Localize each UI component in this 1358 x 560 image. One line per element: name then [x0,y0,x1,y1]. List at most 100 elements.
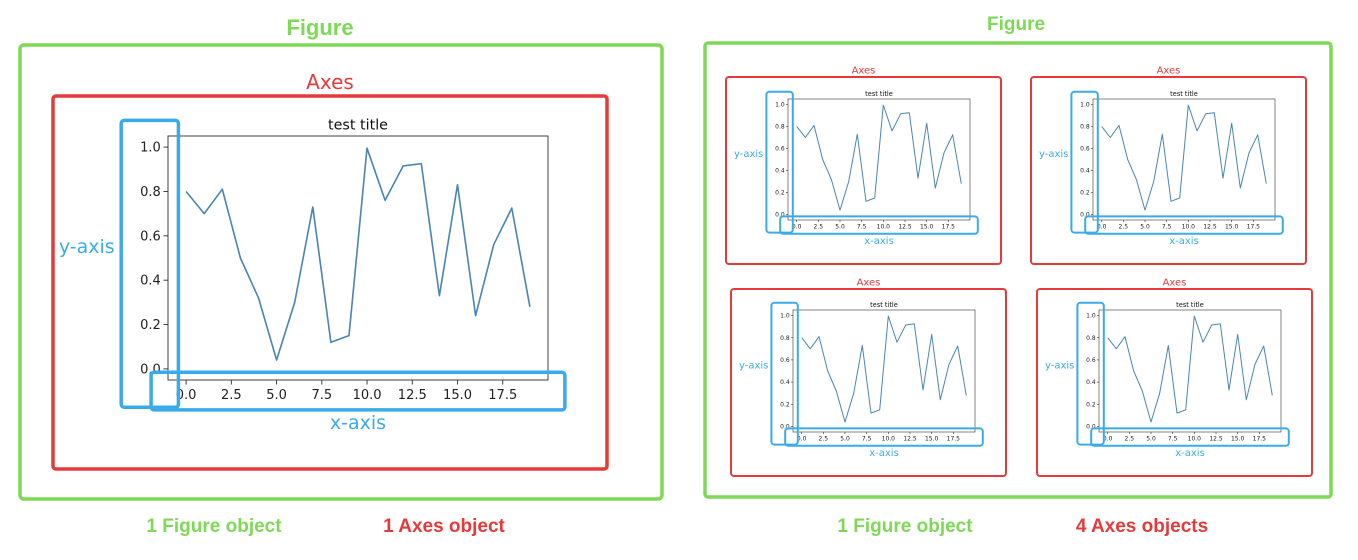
axes-label: Axes [852,66,876,77]
y-tick-label: 1.0 [775,102,785,109]
x-tick-label: 10.0 [353,388,382,403]
x-tick-label: 12.5 [1203,224,1217,231]
series-line [185,147,531,361]
y-tick-label: 0.2 [775,190,785,197]
x-tick-label: 0.0 [1103,436,1113,443]
x-axis-label: x-axis [330,412,386,434]
x-tick-label: 5.0 [835,224,845,231]
x-tick-label: 5.0 [1140,224,1150,231]
x-tick-label: 12.5 [903,436,917,443]
plot-area [787,98,971,221]
x-tick-label: 15.0 [925,436,939,443]
y-tick-label: 0.6 [1080,146,1090,153]
x-axis-label: x-axis [1175,448,1205,459]
plot-area [792,309,976,433]
axes-subplot-3: Axes test title 0.0 0.2 0.4 0.6 0.8 1.0 0.0 2.5 5.… [730,278,1007,477]
y-tick-label: 1.0 [140,141,161,156]
plot-title: test title [1176,301,1204,309]
x-tick-label: 0.0 [792,224,802,231]
y-tick-label: 0.0 [775,212,785,219]
x-tick-label: 2.5 [1119,224,1129,231]
x-tick-label: 7.5 [311,388,332,403]
y-tick-label: 0.0 [780,424,790,431]
series-line [796,104,962,211]
y-axis-label: y-axis [734,149,763,160]
plot-title: test title [1170,90,1198,98]
caption-figure-count: 1 Figure object [837,516,973,537]
y-tick-label: 0.6 [775,146,785,153]
y-tick-label: 0.2 [1086,401,1096,408]
y-tick-label: 0.8 [140,185,161,200]
plot-area [1098,309,1282,433]
x-axis-highlight [1084,215,1284,235]
x-tick-label: 17.5 [1253,436,1267,443]
x-tick-label: 10.0 [1188,436,1202,443]
plot-title: test title [328,118,388,134]
y-axis-label: y-axis [739,361,768,372]
x-tick-label: 17.5 [1247,224,1261,231]
x-tick-label: 15.0 [443,388,472,403]
axes-subplot-2: Axes test title 0.0 0.2 0.4 0.6 0.8 1.0 0.0 2.5 5.… [1030,66,1307,265]
y-axis-label: y-axis [59,236,115,258]
axes-subplot-4: Axes test title 0.0 0.2 0.4 0.6 0.8 1.0 0.0 2.5 5.… [1036,278,1313,477]
y-tick-label: 0.0 [1086,424,1096,431]
series-line [1107,315,1273,423]
x-tick-label: 10.0 [877,224,891,231]
figure-label: Figure [286,15,353,40]
y-tick-label: 0.0 [1080,212,1090,219]
x-tick-label: 2.5 [1125,436,1135,443]
x-tick-label: 10.0 [882,436,896,443]
x-tick-label: 17.5 [488,388,517,403]
x-tick-label: 17.5 [942,224,956,231]
y-tick-label: 0.6 [780,357,790,364]
y-axis-label: y-axis [1045,361,1074,372]
caption-axes-count: 4 Axes objects [1076,516,1208,537]
y-tick-label: 0.8 [1080,124,1090,131]
caption-axes-count: 1 Axes object [383,516,505,537]
x-tick-label: 0.0 [797,436,807,443]
y-tick-label: 0.8 [775,124,785,131]
y-tick-label: 0.4 [1080,168,1090,175]
caption-figure-count: 1 Figure object [146,516,282,537]
y-tick-label: 0.8 [780,335,790,342]
x-axis-highlight [149,370,567,412]
x-tick-label: 7.5 [857,224,867,231]
axes-label: Axes [306,70,354,94]
x-axis-highlight [784,427,984,447]
x-tick-label: 17.5 [947,436,961,443]
x-tick-label: 2.5 [814,224,824,231]
x-tick-label: 0.0 [176,388,197,403]
x-tick-label: 7.5 [1162,224,1172,231]
x-tick-label: 12.5 [898,224,912,231]
axes-label: Axes [1163,278,1187,289]
right-panel: Figure Axes test title 0.0 0.2 0.4 0.6 0.8 1.0 0.… [703,14,1333,537]
x-axis-highlight [1090,427,1290,447]
axes-box [725,76,1002,265]
x-tick-label: 15.0 [1231,436,1245,443]
x-axis-label: x-axis [869,448,899,459]
x-tick-label: 15.0 [920,224,934,231]
x-tick-label: 5.0 [1146,436,1156,443]
y-tick-label: 0.6 [140,229,161,244]
axes-box [730,288,1007,477]
plot-title: test title [865,90,893,98]
x-tick-label: 15.0 [1225,224,1239,231]
y-tick-label: 1.0 [1080,102,1090,109]
x-tick-label: 7.5 [862,436,872,443]
y-tick-label: 0.4 [140,274,161,289]
y-tick-label: 0.4 [1086,379,1096,386]
x-tick-label: 12.5 [1209,436,1223,443]
x-tick-label: 10.0 [1182,224,1196,231]
x-axis-highlight [779,215,979,235]
y-tick-label: 0.4 [775,168,785,175]
series-line [801,315,967,423]
plot-area [1092,98,1276,221]
x-tick-label: 5.0 [840,436,850,443]
x-tick-label: 7.5 [1168,436,1178,443]
axes-label: Axes [1157,66,1181,77]
x-axis-label: x-axis [864,236,894,247]
figure-box [18,43,664,501]
axes-label: Axes [857,278,881,289]
axes-box [51,94,609,471]
